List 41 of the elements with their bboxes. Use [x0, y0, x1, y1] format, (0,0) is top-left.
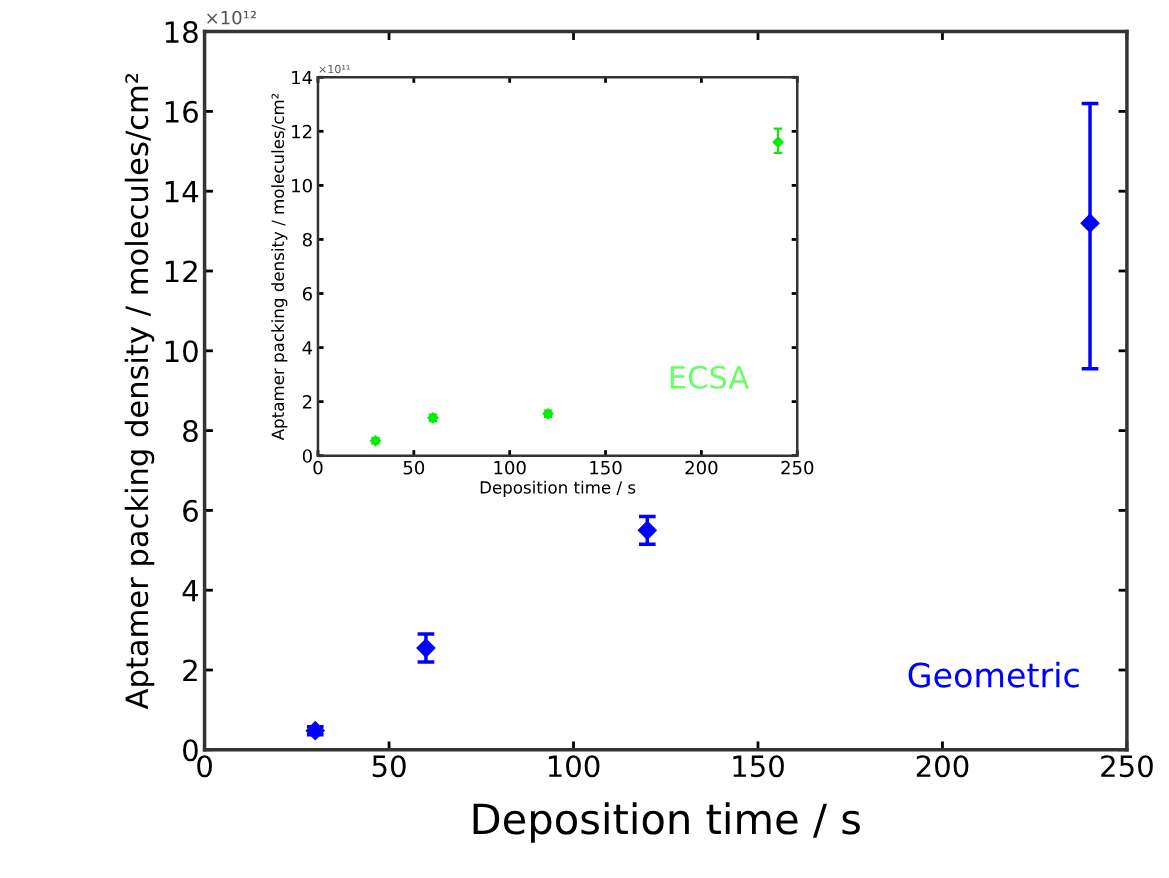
- point: [637, 520, 657, 540]
- y-tick-label: 18: [165, 21, 198, 44]
- x-tick-label: 200: [685, 460, 718, 475]
- y-tick-label: 10: [165, 340, 198, 363]
- y-tick-label: 14: [292, 70, 313, 85]
- point: [1080, 213, 1100, 233]
- y-tick-label: 0: [183, 739, 198, 762]
- point: [772, 136, 784, 148]
- x-tick-label: 0: [313, 460, 323, 475]
- x-tick-label: 250: [1101, 755, 1153, 778]
- x-tick-label: 50: [403, 460, 425, 475]
- y-tick-label: 16: [165, 100, 198, 123]
- text: Geometric: [908, 661, 1079, 688]
- y-tick-label: 4: [182, 580, 199, 602]
- y-axis-title: Aptamer packing density / molecules/cm²: [124, 73, 155, 710]
- y-tick-label: 2: [183, 659, 197, 682]
- y-tick-label: 12: [292, 124, 312, 139]
- text: ×10¹²: [207, 10, 257, 25]
- y-tick-label: 6: [302, 286, 312, 301]
- y-tick-label: 8: [183, 420, 198, 443]
- x-tick-label: 100: [548, 755, 600, 778]
- x-tick-label: 150: [590, 460, 622, 475]
- x-tick-label: 100: [494, 460, 526, 475]
- point: [416, 638, 436, 658]
- y-tick-label: 12: [165, 260, 197, 283]
- y-tick-label: 4: [302, 341, 313, 355]
- y-tick-label: 8: [302, 232, 312, 247]
- x-tick-label: 50: [372, 755, 406, 778]
- y-tick-label: 0: [302, 449, 312, 463]
- y-tick-label: 6: [183, 499, 198, 522]
- y-axis-title: Aptamer packing density / molecules/cm²: [271, 93, 288, 441]
- annotation: ×10¹¹: [319, 64, 350, 74]
- y-tick-label: 10: [292, 178, 312, 193]
- y-tick-label: 14: [165, 181, 199, 203]
- x-axis-title: Deposition time / s: [480, 480, 636, 497]
- y-tick-label: 2: [302, 395, 312, 409]
- x-axis-title: Deposition time / s: [473, 802, 860, 843]
- x-tick-label: 250: [781, 460, 814, 475]
- text: ECSA: [670, 365, 750, 389]
- x-tick-label: 150: [733, 755, 784, 778]
- x-tick-label: 200: [916, 755, 969, 778]
